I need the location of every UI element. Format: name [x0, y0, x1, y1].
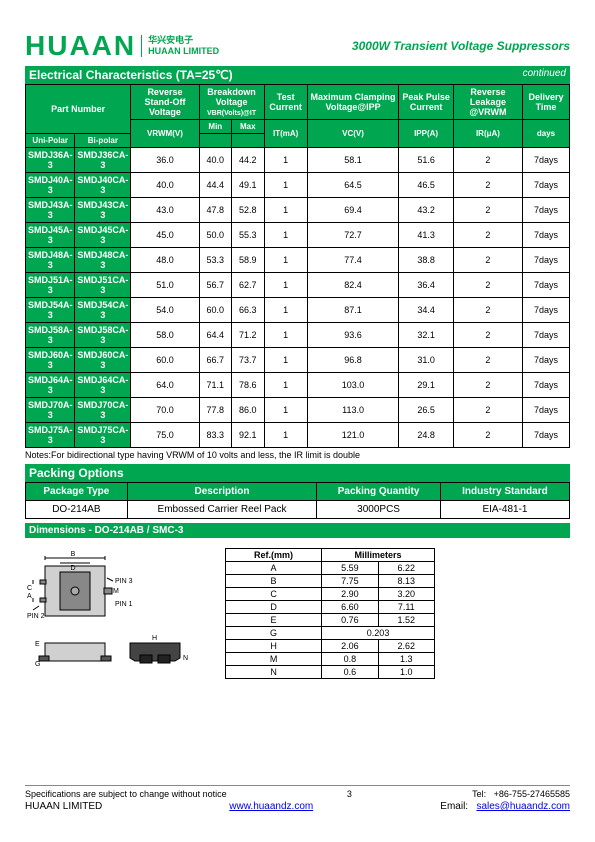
svg-text:M: M [113, 588, 119, 595]
pack-h-qty: Packing Quantity [317, 483, 441, 501]
table-row: SMDJ45A-3SMDJ45CA-345.050.055.3172.741.3… [26, 223, 570, 248]
characteristics-table: Part Number Reverse Stand-Off Voltage Br… [25, 84, 570, 448]
table-row: SMDJ70A-3SMDJ70CA-370.077.886.01113.026.… [26, 398, 570, 423]
table-row: SMDJ60A-3SMDJ60CA-360.066.773.7196.831.0… [26, 348, 570, 373]
dim-row: N0.61.0 [226, 666, 435, 679]
th-dt: Delivery Time [523, 85, 570, 120]
svg-text:E: E [35, 641, 40, 648]
pack-type: DO-214AB [26, 501, 128, 519]
table-row: SMDJ36A-3SMDJ36CA-336.040.044.2158.151.6… [26, 148, 570, 173]
svg-text:B: B [71, 551, 76, 558]
package-diagram: PIN 3 PIN 1 PIN 2 A C B D M [25, 548, 195, 688]
th-min: Min [199, 120, 231, 134]
logo-block: HUAAN 华兴安电子 HUAAN LIMITED [25, 30, 219, 62]
logo: HUAAN [25, 30, 136, 62]
pack-h-std: Industry Standard [440, 483, 569, 501]
logo-cn: 华兴安电子 [148, 35, 219, 46]
th-u1: VRWM(V) [131, 120, 199, 148]
svg-text:PIN 1: PIN 1 [115, 601, 133, 608]
svg-text:H: H [152, 635, 157, 642]
pack-qty: 3000PCS [317, 501, 441, 519]
notes: Notes:For bidirectional type having VRWM… [25, 450, 570, 460]
table-row: SMDJ54A-3SMDJ54CA-354.060.066.3187.134.4… [26, 298, 570, 323]
dim-row: D6.607.11 [226, 601, 435, 614]
th-u6: IR(μA) [453, 120, 522, 148]
page-number: 3 [347, 789, 352, 799]
th-max: Max [232, 120, 264, 134]
th-u3: IT(mA) [264, 120, 307, 148]
th-ir: Reverse Leakage @VRWM [453, 85, 522, 120]
dimensions-title: Dimensions - DO-214AB / SMC-3 [25, 523, 570, 538]
section-title-text: Electrical Characteristics (TA=25℃) [29, 68, 233, 82]
table-row: SMDJ58A-3SMDJ58CA-358.064.471.2193.632.1… [26, 323, 570, 348]
th-ipp: Peak Pulse Current [399, 85, 454, 120]
email: Email: sales@huaandz.com [440, 801, 570, 812]
logo-en: HUAAN LIMITED [148, 46, 219, 57]
svg-text:PIN 3: PIN 3 [115, 578, 133, 585]
svg-text:G: G [35, 661, 40, 668]
th-vbr: Breakdown VoltageVBR(Volts)@IT [199, 85, 264, 120]
footer: Specifications are subject to change wit… [25, 785, 570, 812]
packing-table: Package Type Description Packing Quantit… [25, 482, 570, 519]
dim-row: H2.062.62 [226, 640, 435, 653]
dim-row: C2.903.20 [226, 588, 435, 601]
pack-h-desc: Description [127, 483, 317, 501]
continued-label: continued [523, 68, 566, 82]
dim-row: A5.596.22 [226, 562, 435, 575]
dim-row: B7.758.13 [226, 575, 435, 588]
email-link[interactable]: sales@huaandz.com [476, 801, 570, 812]
company: HUAAN LIMITED [25, 801, 102, 812]
th-vc: Maximum Clamping Voltage@IPP [307, 85, 399, 120]
dim-row: M0.81.3 [226, 653, 435, 666]
section-title: Electrical Characteristics (TA=25℃) cont… [25, 66, 570, 84]
th-it: Test Current [264, 85, 307, 120]
dim-h-ref: Ref.(mm) [226, 549, 322, 562]
pack-desc: Embossed Carrier Reel Pack [127, 501, 317, 519]
website-link[interactable]: www.huaandz.com [229, 801, 313, 812]
th-u7: days [523, 120, 570, 148]
dim-h-mm: Millimeters [322, 549, 435, 562]
th-vrwm: Reverse Stand-Off Voltage [131, 85, 199, 120]
pack-h-type: Package Type [26, 483, 128, 501]
tel: Tel: +86-755-27465585 [472, 789, 570, 799]
svg-text:N: N [183, 655, 188, 662]
dimensions-table: Ref.(mm) Millimeters A5.596.22B7.758.13C… [225, 548, 435, 679]
table-row: SMDJ43A-3SMDJ43CA-343.047.852.8169.443.2… [26, 198, 570, 223]
th-u5: IPP(A) [399, 120, 454, 148]
header: HUAAN 华兴安电子 HUAAN LIMITED 3000W Transien… [25, 30, 570, 62]
dim-row: G0.203 [226, 627, 435, 640]
svg-text:PIN 2: PIN 2 [27, 613, 45, 620]
th-part: Part Number [26, 85, 131, 134]
dim-row: E0.761.52 [226, 614, 435, 627]
table-row: SMDJ40A-3SMDJ40CA-340.044.449.1164.546.5… [26, 173, 570, 198]
spec-note: Specifications are subject to change wit… [25, 789, 227, 799]
table-row: SMDJ64A-3SMDJ64CA-364.071.178.61103.029.… [26, 373, 570, 398]
svg-text:C: C [27, 585, 32, 592]
table-row: SMDJ48A-3SMDJ48CA-348.053.358.9177.438.8… [26, 248, 570, 273]
th-uni: Uni-Polar [26, 134, 75, 148]
table-row: SMDJ75A-3SMDJ75CA-375.083.392.11121.024.… [26, 423, 570, 448]
svg-text:A: A [27, 593, 32, 600]
header-title: 3000W Transient Voltage Suppressors [352, 39, 570, 53]
packing-title: Packing Options [25, 464, 570, 482]
th-u4: VC(V) [307, 120, 399, 148]
th-bi: Bi-polar [75, 134, 131, 148]
table-row: SMDJ51A-3SMDJ51CA-351.056.762.7182.436.4… [26, 273, 570, 298]
pack-std: EIA-481-1 [440, 501, 569, 519]
svg-text:D: D [70, 565, 75, 572]
